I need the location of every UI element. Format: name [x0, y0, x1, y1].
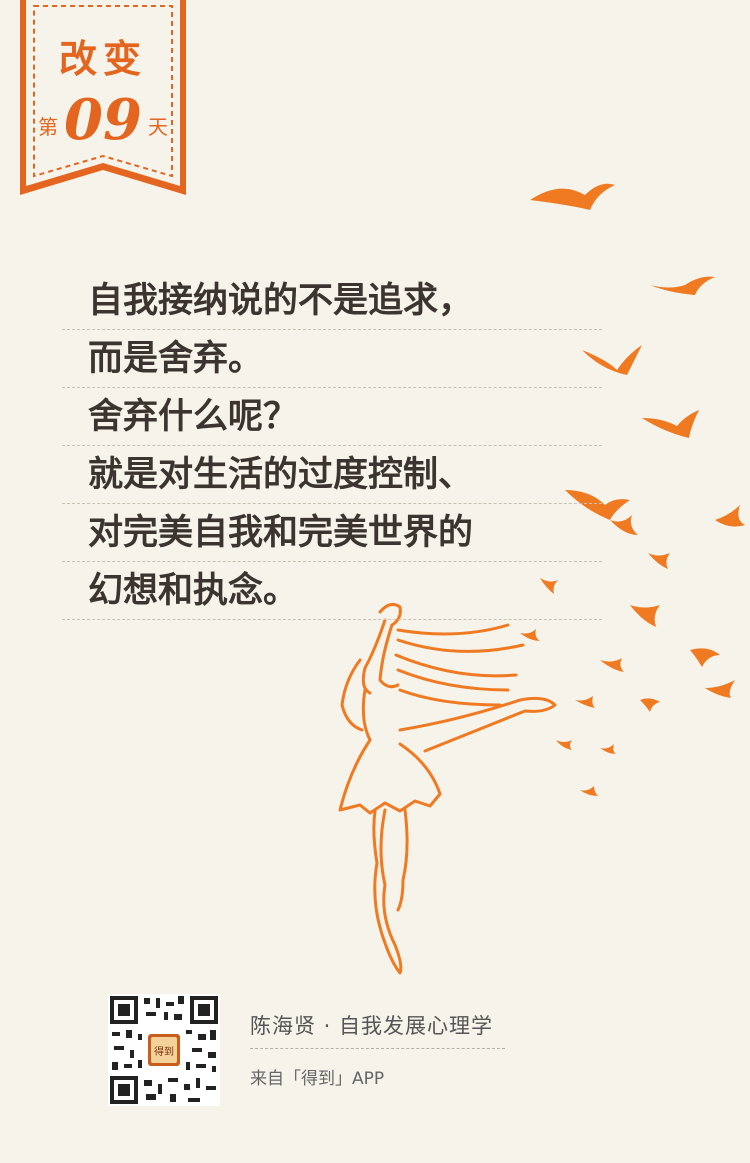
quote-line: 自我接纳说的不是追求，	[62, 272, 602, 330]
author-course: 陈海贤 · 自我发展心理学	[250, 1014, 494, 1038]
footer-divider	[250, 1048, 505, 1049]
qr-logo-text: 得到	[154, 1046, 174, 1058]
quote-line: 就是对生活的过度控制、	[62, 446, 602, 504]
quote-line: 舍弃什么呢？	[62, 388, 602, 446]
day-number: 09	[64, 87, 142, 153]
badge-ribbon-shape	[20, 0, 186, 195]
badge-title: 改变	[58, 37, 147, 81]
qr-code[interactable]: 得到	[108, 994, 220, 1106]
quote-block: 自我接纳说的不是追求， 而是舍弃。 舍弃什么呢？ 就是对生活的过度控制、 对完美…	[62, 272, 602, 620]
day-badge: 改变 第 09 天	[20, 0, 186, 195]
day-prefix: 第	[38, 115, 59, 139]
qr-code-icon: 得到	[108, 994, 220, 1106]
quote-line: 幻想和执念。	[62, 562, 602, 620]
quote-line: 而是舍弃。	[62, 330, 602, 388]
badge-day: 第 09 天	[20, 92, 186, 148]
dancer-icon	[338, 602, 557, 975]
app-source: 来自「得到」APP	[250, 1069, 385, 1089]
quote-line: 对完美自我和完美世界的	[62, 504, 602, 562]
day-suffix: 天	[147, 115, 168, 139]
